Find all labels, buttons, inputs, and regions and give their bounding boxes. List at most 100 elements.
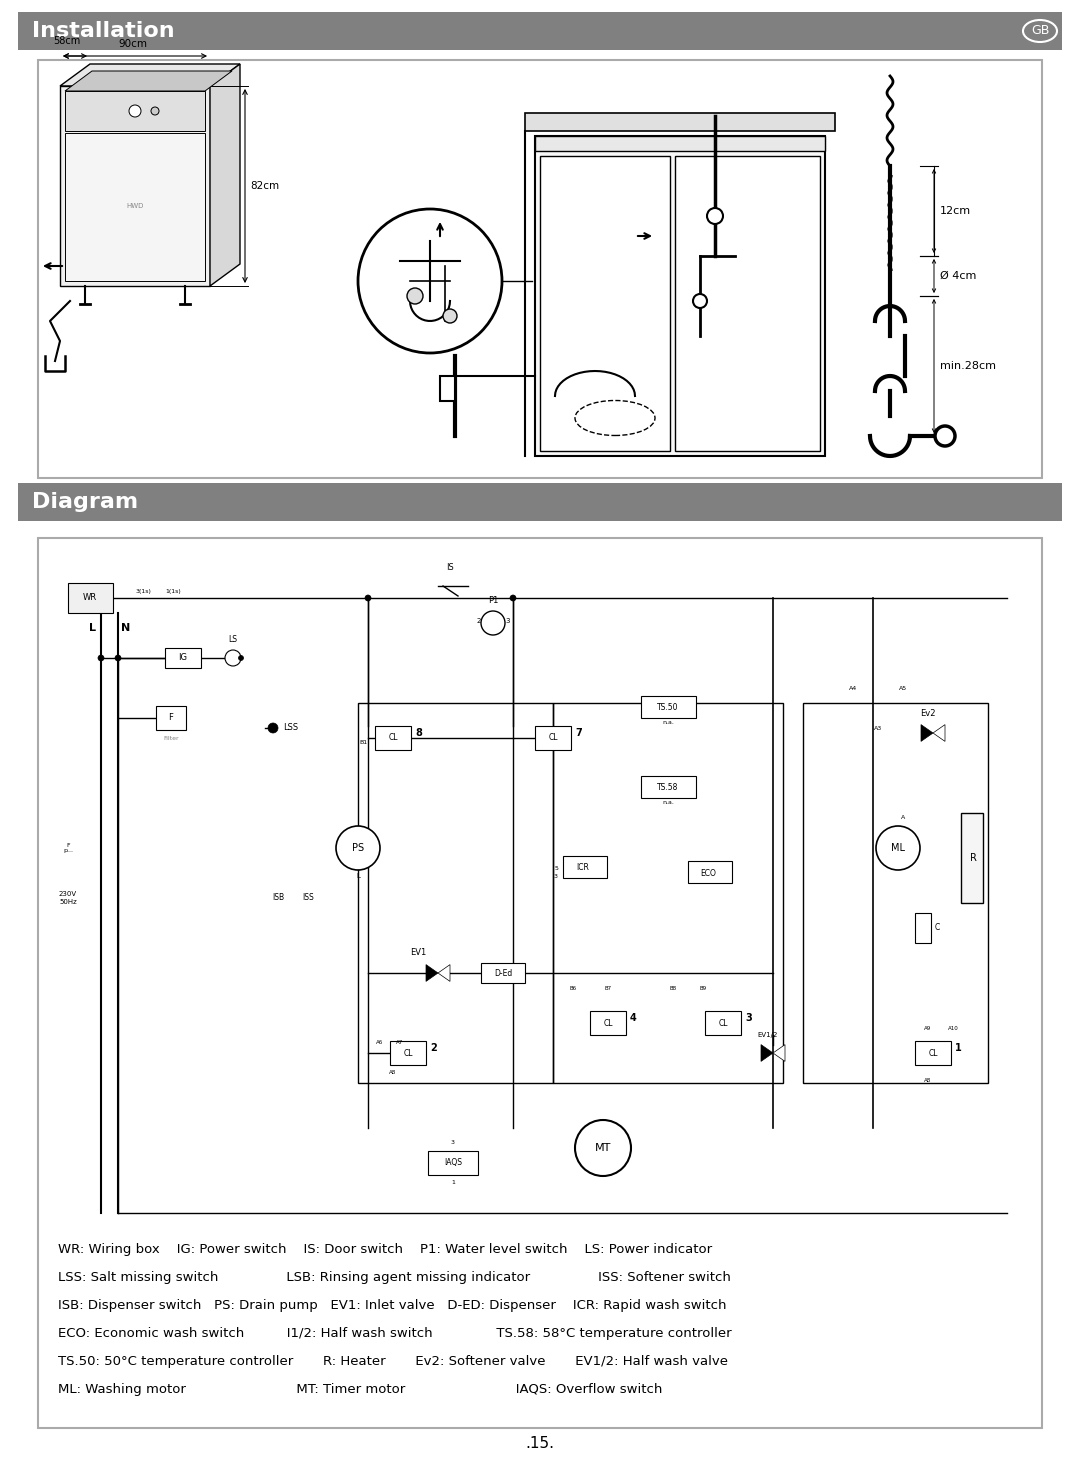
Text: B1: B1 <box>360 740 368 746</box>
Text: B8: B8 <box>670 985 676 991</box>
Text: EV1/2: EV1/2 <box>758 1032 779 1038</box>
Polygon shape <box>60 65 240 86</box>
Text: TS.58: TS.58 <box>658 783 678 793</box>
Text: 3: 3 <box>505 619 510 625</box>
Text: HWD: HWD <box>126 202 144 210</box>
Bar <box>688 861 732 883</box>
Polygon shape <box>921 724 933 742</box>
Text: ISB: Dispenser switch   PS: Drain pump   EV1: Inlet valve   D-ED: Dispenser    I: ISB: Dispenser switch PS: Drain pump EV1… <box>58 1299 727 1312</box>
Text: B7: B7 <box>605 985 611 991</box>
Text: ISS: ISS <box>302 893 314 903</box>
Text: B9: B9 <box>700 985 706 991</box>
Text: A9: A9 <box>924 1026 932 1031</box>
Circle shape <box>336 825 380 869</box>
Text: IG: IG <box>178 654 188 663</box>
Text: L: L <box>90 623 96 633</box>
Bar <box>68 583 113 613</box>
Polygon shape <box>65 70 232 91</box>
Bar <box>357 704 553 1083</box>
Text: ICR: ICR <box>577 863 590 872</box>
Text: 7: 7 <box>575 729 582 737</box>
Text: 82cm: 82cm <box>249 180 279 191</box>
Bar <box>65 91 205 130</box>
Text: CL: CL <box>604 1019 612 1028</box>
Text: 5: 5 <box>554 865 558 871</box>
Text: 3: 3 <box>451 1141 455 1145</box>
Circle shape <box>707 208 723 224</box>
Circle shape <box>935 427 955 446</box>
Polygon shape <box>210 65 240 286</box>
Bar <box>563 856 607 878</box>
Text: WR: Wiring box    IG: Power switch    IS: Door switch    P1: Water level switch : WR: Wiring box IG: Power switch IS: Door… <box>58 1243 712 1256</box>
Text: Ø 4cm: Ø 4cm <box>940 271 976 281</box>
Text: A4: A4 <box>849 686 858 690</box>
Text: P1: P1 <box>488 597 498 605</box>
Bar <box>481 963 525 984</box>
Text: A8: A8 <box>924 1079 932 1083</box>
Bar <box>38 60 1042 478</box>
Circle shape <box>357 210 502 353</box>
Bar <box>535 136 825 456</box>
Text: TS.50: TS.50 <box>658 704 678 712</box>
Text: Installation: Installation <box>32 21 175 41</box>
Bar <box>390 1041 426 1064</box>
Text: 230V
50Hz: 230V 50Hz <box>59 891 77 905</box>
Circle shape <box>481 611 505 635</box>
Polygon shape <box>761 1045 773 1061</box>
Text: 3(1s): 3(1s) <box>135 588 151 594</box>
Text: D-Ed: D-Ed <box>494 969 512 978</box>
Bar <box>535 726 571 751</box>
Text: 1: 1 <box>955 1042 962 1053</box>
Text: ECO: ECO <box>700 868 716 878</box>
Bar <box>642 696 696 718</box>
Text: A8: A8 <box>390 1070 396 1076</box>
Bar <box>375 726 411 751</box>
Bar <box>590 1012 626 1035</box>
Bar <box>535 136 825 151</box>
Text: ECO: Economic wash switch          I1/2: Half wash switch               TS.58: 5: ECO: Economic wash switch I1/2: Half was… <box>58 1327 731 1340</box>
Circle shape <box>129 106 141 117</box>
Circle shape <box>575 1120 631 1176</box>
Circle shape <box>407 287 423 303</box>
Text: A10: A10 <box>947 1026 958 1031</box>
Text: .15.: .15. <box>526 1437 554 1451</box>
Bar <box>804 704 988 1083</box>
Text: F: F <box>168 714 174 723</box>
Bar <box>915 913 931 943</box>
Text: TS.50: 50°C temperature controller       R: Heater       Ev2: Softener valve    : TS.50: 50°C temperature controller R: He… <box>58 1355 728 1368</box>
Text: EV1: EV1 <box>410 949 427 957</box>
Bar <box>38 538 1042 1428</box>
Text: LS: LS <box>229 635 238 644</box>
Polygon shape <box>438 965 450 981</box>
Text: IAQS: IAQS <box>444 1158 462 1167</box>
Polygon shape <box>933 724 945 742</box>
Circle shape <box>876 825 920 869</box>
Text: F
p...: F p... <box>63 843 73 853</box>
Bar <box>642 776 696 798</box>
Text: n.a.: n.a. <box>662 799 674 805</box>
Text: LSS: LSS <box>283 724 298 733</box>
Text: 58cm: 58cm <box>53 37 81 45</box>
Text: A5: A5 <box>899 686 907 690</box>
Circle shape <box>443 309 457 323</box>
Text: Diagram: Diagram <box>32 493 138 512</box>
Circle shape <box>693 295 707 308</box>
Polygon shape <box>773 1045 785 1061</box>
Text: A7: A7 <box>395 1041 403 1045</box>
Text: Filter: Filter <box>163 736 179 740</box>
Bar <box>18 12 1062 50</box>
Bar <box>540 155 670 452</box>
Text: 2: 2 <box>430 1042 436 1053</box>
Bar <box>18 482 1062 520</box>
Text: C: C <box>935 924 941 932</box>
Bar <box>165 648 201 668</box>
Bar <box>553 704 783 1083</box>
Text: IS: IS <box>446 563 454 572</box>
Text: ML: Washing motor                          MT: Timer motor                      : ML: Washing motor MT: Timer motor <box>58 1382 662 1396</box>
Polygon shape <box>60 86 210 286</box>
Text: 90cm: 90cm <box>119 40 148 48</box>
Bar <box>428 1151 478 1176</box>
Text: ML: ML <box>891 843 905 853</box>
Text: 2: 2 <box>476 619 481 625</box>
Text: L: L <box>356 872 360 880</box>
